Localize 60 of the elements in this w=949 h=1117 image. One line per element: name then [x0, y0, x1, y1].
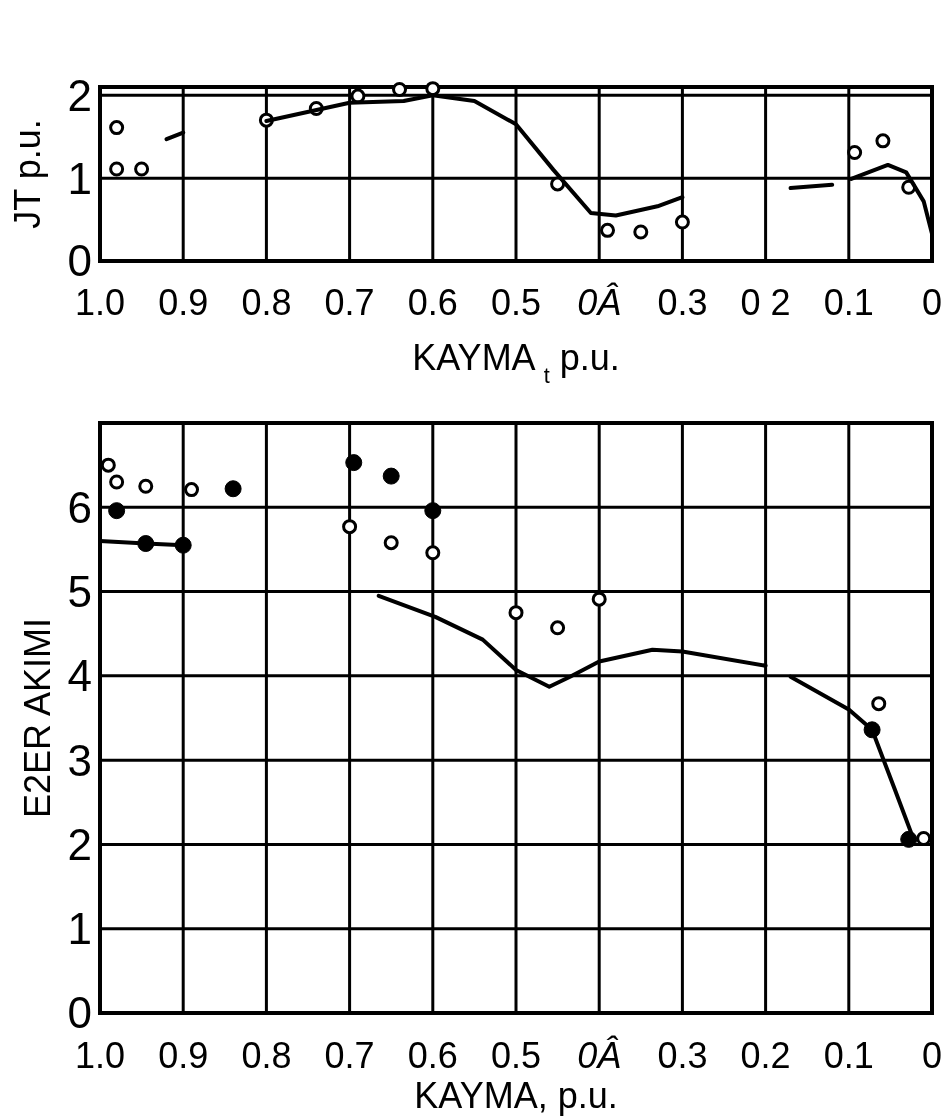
y-tick-label: 5	[67, 566, 92, 616]
x-tick-label: 0.9	[158, 282, 209, 323]
point	[550, 620, 566, 636]
y-tick-label: 1	[67, 904, 92, 954]
y-tick-label: 1	[67, 153, 92, 203]
point	[109, 474, 125, 490]
point	[383, 535, 399, 551]
point	[847, 144, 863, 160]
x-tick-label: 0.1	[823, 282, 874, 323]
x-tick-label: 0.8	[241, 282, 292, 323]
x-tick-label: 0Â	[577, 1035, 622, 1076]
x-tick-label: 0	[921, 282, 943, 323]
x-tick-label: 0.7	[324, 1035, 375, 1076]
x-tick-label: 1.0	[74, 1035, 126, 1076]
y-tick-label: 4	[67, 651, 92, 701]
y-axis-title: E2ER AKIMI	[17, 617, 58, 819]
point	[424, 502, 442, 520]
point	[633, 224, 649, 240]
x-tick-label: 0.8	[241, 1035, 292, 1076]
point	[342, 519, 358, 535]
point	[184, 482, 200, 498]
point	[134, 161, 150, 177]
x-tick-label: 0.3	[657, 1035, 708, 1076]
point	[425, 545, 441, 561]
point	[591, 591, 607, 607]
point	[900, 830, 918, 848]
x-tick-label: 0.9	[158, 1035, 209, 1076]
point	[871, 696, 887, 712]
point	[108, 502, 126, 520]
x-tick-label: 0.7	[324, 282, 375, 323]
x-tick-label: 0.5	[490, 1035, 542, 1076]
point	[674, 214, 690, 230]
point	[100, 457, 116, 473]
x-tick-label: 0.3	[657, 282, 708, 323]
y-tick-label: 3	[67, 735, 92, 785]
point	[875, 133, 891, 149]
y-tick-label: 2	[67, 819, 92, 869]
x-tick-label: 0.1	[823, 1035, 874, 1076]
y-tick-label: 6	[67, 482, 92, 532]
point	[109, 120, 125, 136]
point	[109, 161, 125, 177]
point	[345, 454, 363, 472]
point	[508, 605, 524, 621]
x-tick-label: 0.2	[740, 1035, 791, 1076]
x-axis-title: KAYMA, p.u.	[414, 1075, 618, 1116]
point	[382, 467, 400, 485]
x-tick-label: 0	[921, 1035, 943, 1076]
x-tick-label: 0.5	[490, 282, 542, 323]
y-tick-label: 2	[67, 70, 92, 120]
point	[600, 222, 616, 238]
x-axis-title: KAYMA $_{t}$ p.u.	[412, 337, 620, 388]
x-tick-label: 0.6	[407, 282, 458, 323]
x-tick-label: 0Â	[577, 282, 622, 323]
x-tick-label: 0.6	[407, 1035, 458, 1076]
y-axis-title: JT p.u.	[7, 119, 48, 229]
point	[224, 480, 242, 498]
x-tick-label: 0 2	[740, 282, 791, 323]
point	[138, 478, 154, 494]
y-tick-label: 0	[67, 988, 92, 1038]
point	[392, 81, 408, 97]
